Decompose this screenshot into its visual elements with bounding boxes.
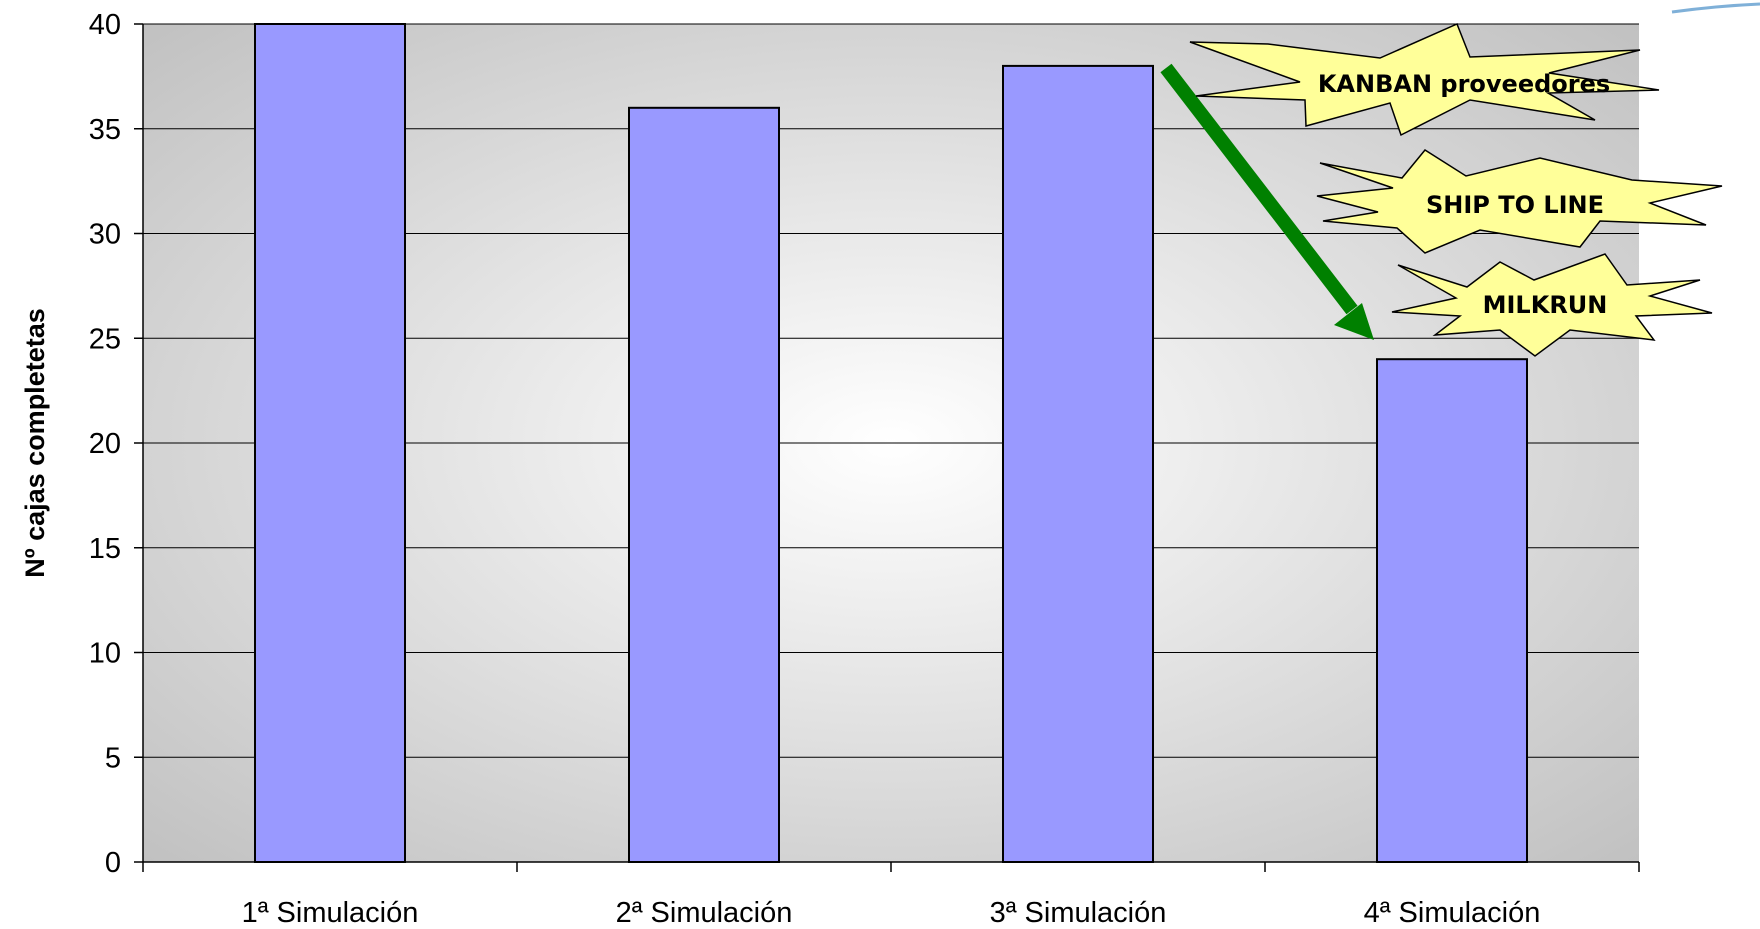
y-tick-label: 0	[105, 847, 121, 879]
x-tick-label: 2ª Simulación	[616, 897, 793, 929]
x-tick-label: 1ª Simulación	[242, 897, 419, 929]
burst-milkrun: MILKRUN	[1391, 253, 1713, 357]
bar	[254, 23, 406, 863]
annotation-kanban-proveedores: KANBAN proveedores	[1318, 70, 1610, 98]
burst-ship-to-line: SHIP TO LINE	[1316, 149, 1723, 254]
y-tick-label: 5	[105, 742, 121, 774]
bar	[1376, 358, 1528, 863]
x-tick-label: 3ª Simulación	[990, 897, 1167, 929]
y-tick-label: 40	[89, 9, 121, 41]
corner-decoration	[1671, 2, 1760, 14]
trend-arrow	[1160, 63, 1374, 340]
axes	[134, 23, 1640, 872]
annotation-ship-to-line: SHIP TO LINE	[1426, 191, 1604, 219]
x-tick-labels: 1ª Simulación 2ª Simulación 3ª Simulación 4…	[242, 897, 1541, 929]
bars	[254, 23, 1528, 864]
y-tick-label: 35	[89, 114, 121, 146]
annotation-milkrun: MILKRUN	[1483, 291, 1608, 319]
y-tick-labels: 0 5 10 15 20 25 30 35 40	[89, 9, 121, 879]
y-tick-label: 15	[89, 533, 121, 565]
bar	[628, 106, 780, 864]
bar	[1002, 64, 1154, 863]
y-tick-label: 25	[89, 323, 121, 355]
y-tick-label: 30	[89, 219, 121, 251]
y-axis-title: Nº cajas completetas	[20, 308, 50, 578]
burst-kanban-proveedores: KANBAN proveedores	[1189, 22, 1660, 137]
y-tick-label: 10	[89, 638, 121, 670]
x-tick-label: 4ª Simulación	[1364, 897, 1541, 929]
y-tick-label: 20	[89, 428, 121, 460]
